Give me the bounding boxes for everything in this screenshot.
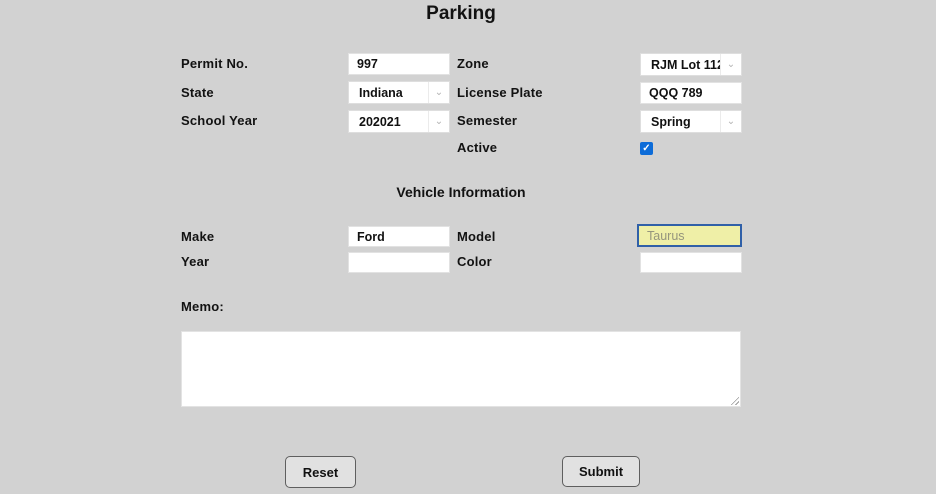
year-label: Year [181, 254, 210, 269]
permit-no-input[interactable] [348, 53, 450, 75]
state-select[interactable]: Indiana ⌄ [348, 81, 450, 104]
chevron-down-icon: ⌄ [720, 111, 741, 132]
chevron-down-icon: ⌄ [428, 111, 449, 132]
chevron-down-icon: ⌄ [428, 82, 449, 103]
resize-handle-icon[interactable] [728, 394, 739, 405]
make-label: Make [181, 229, 215, 244]
zone-selected-value: RJM Lot 112 [651, 57, 720, 72]
model-label: Model [457, 229, 496, 244]
page-title: Parking [426, 3, 496, 24]
semester-selected-value: Spring [651, 114, 691, 129]
school-year-label: School Year [181, 113, 258, 128]
make-input[interactable] [348, 226, 450, 247]
model-input[interactable] [637, 224, 742, 247]
license-plate-input[interactable] [640, 82, 742, 104]
active-label: Active [457, 140, 498, 155]
chevron-down-icon: ⌄ [720, 54, 741, 75]
year-input[interactable] [348, 252, 450, 273]
zone-select[interactable]: RJM Lot 112 ⌄ [640, 53, 742, 76]
zone-label: Zone [457, 56, 489, 71]
semester-select[interactable]: Spring ⌄ [640, 110, 742, 133]
school-year-select[interactable]: 202021 ⌄ [348, 110, 450, 133]
submit-button[interactable]: Submit [562, 456, 640, 487]
school-year-selected-value: 202021 [359, 114, 401, 129]
memo-label: Memo: [181, 299, 224, 314]
state-selected-value: Indiana [359, 85, 403, 100]
color-label: Color [457, 254, 492, 269]
reset-button[interactable]: Reset [285, 456, 356, 488]
state-label: State [181, 85, 214, 100]
semester-label: Semester [457, 113, 518, 128]
memo-field-wrapper [181, 331, 741, 407]
memo-textarea[interactable] [181, 331, 741, 407]
checkmark-icon: ✓ [642, 143, 651, 154]
permit-no-label: Permit No. [181, 56, 249, 71]
vehicle-information-heading: Vehicle Information [396, 184, 526, 200]
color-input[interactable] [640, 252, 742, 273]
license-plate-label: License Plate [457, 85, 543, 100]
active-checkbox[interactable]: ✓ [640, 142, 653, 155]
